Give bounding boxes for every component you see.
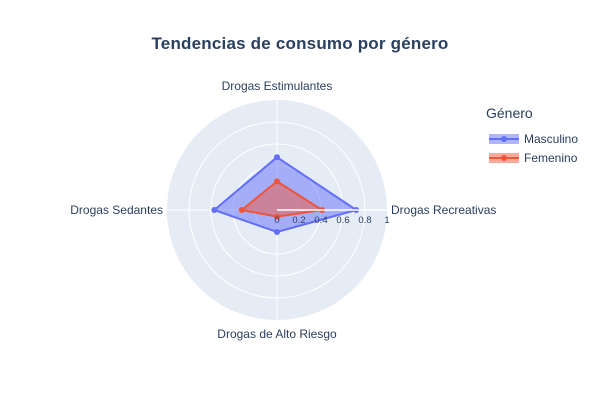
data-point — [274, 154, 280, 161]
data-point — [274, 229, 280, 235]
angular-axis-label: Drogas Sedantes — [70, 203, 163, 217]
radial-tick-label: 0.8 — [358, 215, 371, 226]
radial-tick-label: 1 — [384, 215, 389, 226]
legend-item-masculino[interactable]: Masculino — [489, 132, 578, 146]
legend-marker — [501, 155, 507, 161]
radial-ticks: 0 0.2 0.4 0.6 0.8 1 — [274, 215, 389, 226]
legend-item-femenino[interactable]: Femenino — [489, 151, 578, 165]
radial-tick-label: 0 — [274, 215, 279, 226]
legend-label: Masculino — [524, 132, 578, 146]
series-femenino — [238, 178, 326, 220]
angular-axis-label: Drogas de Alto Riesgo — [217, 327, 337, 341]
data-point — [238, 207, 245, 213]
legend-title: Género — [486, 105, 533, 121]
legend-label: Femenino — [524, 151, 578, 165]
angular-labels: Drogas Recreativas Drogas Estimulantes Dro… — [70, 79, 496, 341]
legend-marker — [501, 136, 507, 142]
angular-axis-label: Drogas Estimulantes — [222, 79, 333, 93]
legend: Género Masculino Femenino — [486, 105, 578, 165]
data-point — [211, 207, 218, 213]
series-layer — [211, 154, 360, 235]
radial-tick-label: 0.4 — [314, 215, 327, 226]
data-point — [274, 178, 280, 185]
data-point — [274, 213, 280, 220]
radial-tick-label: 0.6 — [336, 215, 349, 226]
chart-title: Tendencias de consumo por género — [151, 34, 449, 53]
radial-tick-label: 0.2 — [292, 215, 305, 226]
angular-axis-label: Drogas Recreativas — [391, 203, 496, 217]
